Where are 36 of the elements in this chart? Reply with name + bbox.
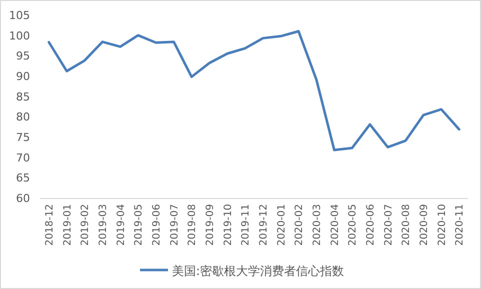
y-tick-label: 65 [16, 172, 30, 185]
x-tick-label: 2020-06 [365, 204, 376, 246]
x-tick-label: 2019-01 [62, 204, 74, 246]
y-tick-label: 70 [16, 151, 30, 164]
y-tick-label: 105 [9, 9, 30, 22]
y-tick-label: 75 [16, 131, 30, 144]
x-tick-label: 2020-02 [294, 204, 306, 246]
line-series [48, 30, 460, 152]
x-tick-label: 2019-09 [204, 204, 216, 246]
x-tick-label: 2020-08 [401, 204, 412, 246]
x-tick-label: 2020-07 [383, 204, 394, 246]
y-tick-label: 90 [16, 70, 30, 83]
y-tick-label: 80 [16, 110, 30, 124]
x-tick-label: 2019-06 [151, 204, 162, 246]
y-tick-label: 60 [16, 192, 30, 205]
x-tick-label: 2018-12 [44, 204, 56, 246]
x-tick-label: 2019-02 [80, 204, 92, 246]
x-tick-label: 2019-04 [116, 204, 127, 246]
x-tick-label: 2019-05 [134, 204, 145, 246]
x-tick-label: 2019-07 [169, 204, 180, 246]
y-tick-label: 85 [16, 90, 30, 104]
x-tick-label: 2019-10 [222, 204, 234, 246]
y-tick-label: 95 [16, 50, 30, 63]
x-tick-label: 2020-01 [276, 204, 288, 246]
x-tick-label: 2019-12 [258, 204, 270, 246]
x-tick-label: 2019-03 [98, 204, 109, 246]
x-tick-label: 2020-09 [418, 204, 430, 246]
y-tick-label: 100 [9, 29, 30, 42]
x-tick-label: 2020-11 [454, 204, 466, 246]
legend-label: 美国:密歇根大学消费者信心指数 [172, 264, 344, 278]
x-tick-label: 2019-11 [240, 204, 252, 246]
x-tick-label: 2019-08 [187, 204, 198, 246]
x-tick-label: 2020-03 [312, 204, 323, 246]
x-tick-label: 2020-04 [330, 204, 341, 246]
x-tick-label: 2020-05 [348, 204, 359, 246]
x-tick-label: 2020-10 [436, 204, 448, 246]
